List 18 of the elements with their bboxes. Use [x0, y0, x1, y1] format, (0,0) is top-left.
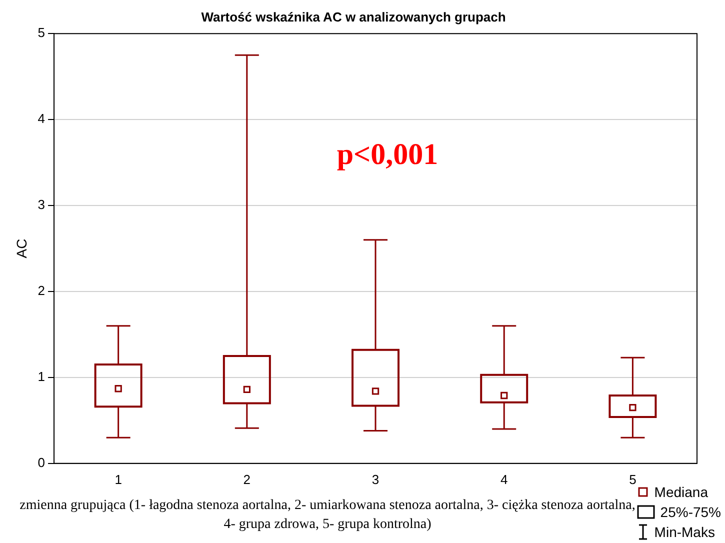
x-tick-label: 4 — [500, 472, 508, 487]
x-tick-label: 3 — [372, 472, 380, 487]
chart-title: Wartość wskaźnika AC w analizowanych grupach — [201, 9, 506, 24]
text: Mediana — [654, 483, 708, 502]
y-tick-label: 1 — [38, 369, 46, 384]
y-tick-label: 2 — [38, 283, 46, 298]
y-tick-label: 5 — [38, 25, 46, 40]
text: 25%-75% — [660, 503, 721, 522]
y-axis-title: AC — [13, 238, 30, 258]
x-axis-title: zmienna grupująca (1- łagodna stenoza aortalna, 2- umiarkowana stenoza aortalna, 3- ciężka stenoza aortalna, 4- grupa zdrowa, 5- grupa kontrolna) — [18, 497, 636, 534]
annotation: p<0,001 — [336, 138, 440, 172]
y-tick-label: 3 — [38, 197, 46, 212]
y-tick-label: 0 — [38, 454, 46, 470]
x-tick-label: 1 — [114, 472, 122, 487]
x-tick-label: 5 — [629, 472, 636, 487]
y-tick-label: 4 — [38, 111, 46, 126]
text: Min-Maks — [654, 523, 715, 542]
x-tick-label: 2 — [243, 472, 251, 487]
